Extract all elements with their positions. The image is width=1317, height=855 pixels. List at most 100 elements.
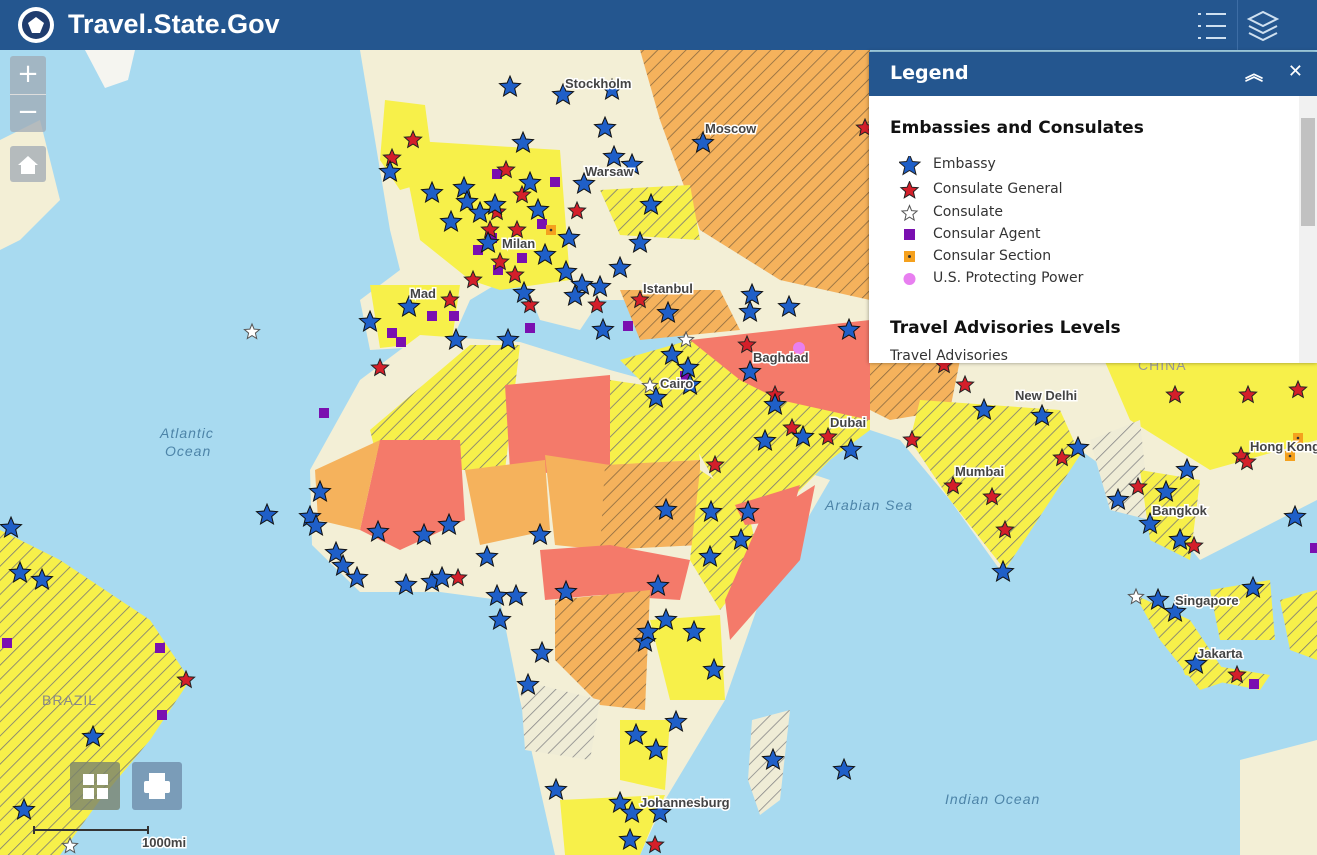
embassy — [430, 565, 454, 588]
consular-agent — [517, 253, 527, 263]
consulate-general — [982, 486, 1002, 506]
consulate-general — [463, 269, 483, 289]
embassy — [394, 572, 418, 595]
region — [1180, 660, 1270, 690]
region — [370, 345, 520, 470]
section-subtitle: Travel Advisories — [890, 348, 1008, 363]
legend-panel: Legend ︽ ✕ Embassies and Consulates Emba… — [869, 52, 1317, 363]
consulate — [1127, 587, 1145, 605]
consulate-general — [370, 357, 390, 377]
region — [620, 290, 740, 340]
close-button[interactable]: ✕ — [1287, 61, 1303, 82]
scale-label: 1000mi — [142, 835, 186, 850]
map-label: Dubai — [830, 415, 866, 430]
ocean-label: Ocean — [165, 443, 211, 459]
consulate-general — [507, 219, 527, 239]
embassy — [740, 282, 764, 305]
region — [600, 460, 700, 550]
embassy — [1241, 575, 1265, 598]
embassy — [439, 209, 463, 232]
embassy — [837, 317, 861, 340]
legend-button[interactable] — [1194, 8, 1230, 44]
scrollbar[interactable] — [1299, 96, 1317, 363]
embassy — [572, 171, 596, 194]
embassy — [488, 607, 512, 630]
embassy — [504, 583, 528, 606]
land — [1240, 740, 1317, 855]
embassy — [620, 800, 644, 823]
section-title: Embassies and Consulates — [890, 118, 1144, 138]
embassy — [763, 392, 787, 415]
consulate-general — [630, 289, 650, 309]
zoom-out[interactable]: − — [10, 94, 46, 133]
embassy — [736, 499, 760, 522]
embassy — [1163, 599, 1187, 622]
embassy — [639, 192, 663, 215]
region — [465, 460, 550, 545]
region — [555, 590, 650, 710]
region — [505, 375, 612, 478]
ocean-label: Atlantic — [159, 425, 214, 441]
zoom-in[interactable]: + — [17, 59, 39, 89]
home-button[interactable] — [10, 146, 46, 182]
embassy — [644, 737, 668, 760]
embassy — [738, 359, 762, 382]
embassy — [600, 77, 624, 100]
region — [520, 680, 600, 760]
consulate-general — [440, 289, 460, 309]
consulate-general — [1227, 664, 1247, 684]
consulate-general — [1128, 476, 1148, 496]
map-label: Stockholm — [565, 76, 631, 91]
embassy — [530, 640, 554, 663]
embassy — [1184, 651, 1208, 674]
consulate-general — [943, 475, 963, 495]
embassy — [0, 515, 23, 538]
basemap-button[interactable] — [70, 762, 120, 810]
embassy — [777, 294, 801, 317]
embassy — [1066, 435, 1090, 458]
region — [1090, 420, 1150, 520]
embassy — [1138, 511, 1162, 534]
consulate — [61, 836, 79, 854]
region — [1280, 590, 1317, 660]
region — [1210, 580, 1275, 640]
map-label: Jakarta — [1197, 646, 1243, 661]
consular-agent — [427, 311, 437, 321]
embassy — [608, 790, 632, 813]
embassy — [972, 397, 996, 420]
legend-header: Legend ︽ ✕ — [869, 52, 1317, 96]
consular-agent — [525, 323, 535, 333]
consular-agent — [1310, 543, 1317, 553]
embassy — [691, 130, 715, 153]
embassy — [397, 294, 421, 317]
embassy — [498, 74, 522, 97]
map-label: Milan — [502, 236, 535, 251]
embassy — [620, 152, 644, 175]
embassy — [526, 197, 550, 220]
map-label: New Delhi — [1015, 388, 1077, 403]
map-label: Mad — [410, 286, 436, 301]
consulate-general — [818, 426, 838, 446]
embassy — [698, 544, 722, 567]
embassy — [468, 200, 492, 223]
section-title: Travel Advisories Levels — [890, 318, 1121, 338]
embassy — [437, 512, 461, 535]
embassy — [1283, 504, 1307, 527]
layers-button[interactable] — [1245, 8, 1281, 44]
embassy — [420, 180, 444, 203]
collapse-button[interactable]: ︽ — [1245, 64, 1263, 85]
consulate-general — [955, 374, 975, 394]
consular-section-dot — [549, 228, 553, 232]
consulate-general — [645, 834, 665, 854]
map-label: Baghdad — [753, 350, 809, 365]
embassy — [255, 502, 279, 525]
consular-agent — [487, 233, 497, 243]
map-label: Mumbai — [955, 464, 1004, 479]
print-button[interactable] — [132, 762, 182, 810]
embassy — [304, 513, 328, 536]
header-title: Travel.State.Gov — [68, 9, 280, 39]
region — [315, 440, 380, 530]
consular-agent — [550, 177, 560, 187]
embassy — [475, 544, 499, 567]
region — [0, 530, 190, 855]
